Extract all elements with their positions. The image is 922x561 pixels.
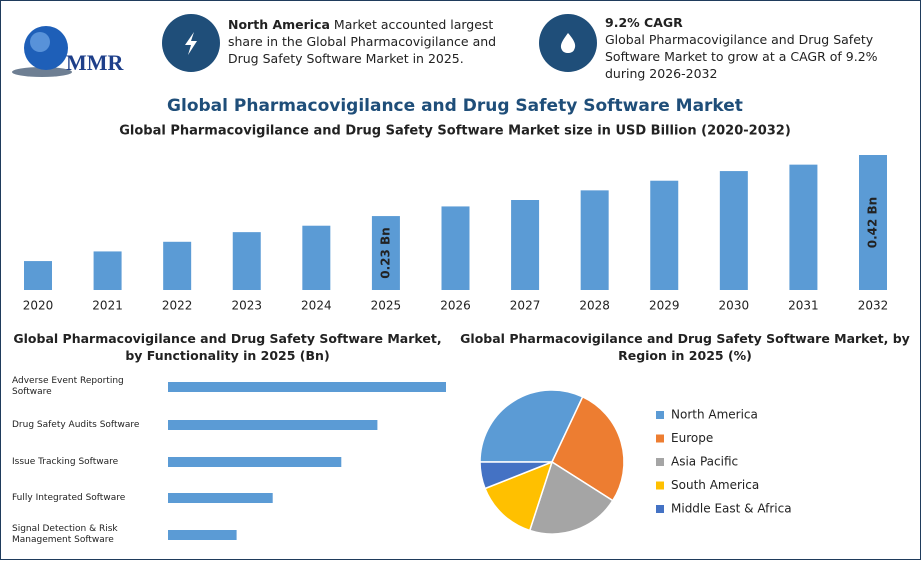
highlight-bold: North America	[228, 17, 330, 32]
category-label-wrap: Signal Detection & Risk Management Softw…	[12, 523, 152, 547]
bar	[859, 155, 887, 290]
category-label-box: Issue Tracking Software	[12, 450, 152, 474]
logo-text: MMR	[66, 50, 125, 75]
drop-icon	[560, 33, 576, 53]
category-label: Adverse Event Reporting Software	[12, 376, 124, 397]
legend-swatch	[656, 505, 664, 513]
bar	[163, 241, 192, 290]
x-tick-label: 2021	[92, 299, 123, 313]
bar	[93, 251, 122, 290]
category-label-box: Fully Integrated Software	[12, 486, 152, 510]
category-label-box: Drug Safety Audits Software	[12, 413, 152, 437]
highlight-body: Market accounted largest share in the Gl…	[228, 17, 497, 66]
bar	[302, 225, 331, 290]
category-label: Drug Safety Audits Software	[12, 419, 140, 430]
category-label-box: Adverse Event Reporting Software	[12, 375, 152, 399]
legend-label: Europe	[671, 431, 713, 445]
category-label: Signal Detection & Risk Management Softw…	[12, 524, 118, 545]
bar	[168, 457, 342, 467]
bar	[580, 190, 609, 290]
x-tick-label: 2024	[301, 299, 332, 313]
highlight-box: 9.2% CAGR Global Pharmacovigilance and Dr…	[605, 14, 900, 82]
category-label-wrap: Issue Tracking Software	[12, 450, 152, 474]
bar	[232, 232, 261, 290]
x-tick-label: 2032	[858, 299, 889, 313]
x-tick-label: 2020	[23, 299, 54, 313]
pie-slice	[479, 461, 553, 490]
bolt-icon	[185, 32, 197, 55]
legend-swatch	[656, 481, 664, 490]
legend-label: Asia Pacific	[671, 455, 738, 469]
category-label: Fully Integrated Software	[12, 492, 126, 503]
category-label-box: Signal Detection & Risk Management Softw…	[12, 523, 152, 547]
logo-highlight	[30, 32, 50, 52]
pie-slice	[551, 395, 625, 502]
chart-title: Global Pharmacovigilance and Drug Safety…	[13, 331, 442, 363]
legend-label: Middle East & Africa	[671, 502, 792, 516]
category-label-wrap: Drug Safety Audits Software	[12, 413, 152, 437]
legend-swatch	[656, 434, 664, 443]
chart-title: Global Pharmacovigilance and Drug Safety…	[460, 331, 910, 363]
legend-label: South America	[671, 478, 759, 492]
value-label: 0.42 Bn	[866, 197, 880, 248]
x-tick-label: 2030	[719, 299, 750, 313]
category-label-wrap: Adverse Event Reporting Software	[12, 375, 152, 399]
bar	[650, 180, 679, 290]
bar	[168, 420, 378, 430]
x-tick-label: 2022	[162, 299, 193, 313]
logo: MMR	[12, 26, 125, 77]
legend-label: North America	[671, 408, 758, 422]
x-tick-label: 2027	[510, 299, 541, 313]
legend-swatch	[656, 411, 664, 419]
category-label: Issue Tracking Software	[12, 456, 119, 467]
main-title: Global Pharmacovigilance and Drug Safety…	[167, 96, 743, 116]
bar	[24, 261, 52, 290]
logo-swoosh	[12, 67, 72, 77]
highlight-box: North America Market accounted largest s…	[228, 16, 518, 67]
bar	[168, 382, 446, 392]
value-label: 0.23 Bn	[378, 227, 392, 278]
x-tick-label: 2028	[579, 299, 610, 313]
pie-slice	[479, 389, 584, 463]
chart-title: Global Pharmacovigilance and Drug Safety…	[119, 124, 791, 139]
pie-slice	[528, 460, 614, 535]
x-tick-label: 2026	[440, 299, 471, 313]
pie-slice	[484, 460, 554, 532]
category-label-wrap: Fully Integrated Software	[12, 486, 152, 510]
bar	[168, 493, 273, 503]
bar	[371, 216, 400, 290]
x-tick-label: 2031	[788, 299, 819, 313]
bar	[719, 171, 748, 290]
bar	[441, 206, 470, 290]
highlight-title: 9.2% CAGR	[605, 15, 683, 30]
bar	[789, 164, 818, 290]
chart-title-box: Global Pharmacovigilance and Drug Safety…	[460, 331, 910, 363]
x-tick-label: 2025	[371, 299, 402, 313]
bar	[168, 530, 237, 540]
legend-swatch	[656, 458, 664, 466]
x-tick-label: 2029	[649, 299, 680, 313]
highlight-text: North America Market accounted largest s…	[228, 16, 518, 67]
highlight-body: Global Pharmacovigilance and Drug Safety…	[605, 32, 878, 81]
chart-title-box: Global Pharmacovigilance and Drug Safety…	[13, 331, 442, 363]
bar	[511, 200, 540, 290]
highlight-text: 9.2% CAGR Global Pharmacovigilance and Dr…	[605, 14, 900, 82]
x-tick-label: 2023	[231, 299, 262, 313]
